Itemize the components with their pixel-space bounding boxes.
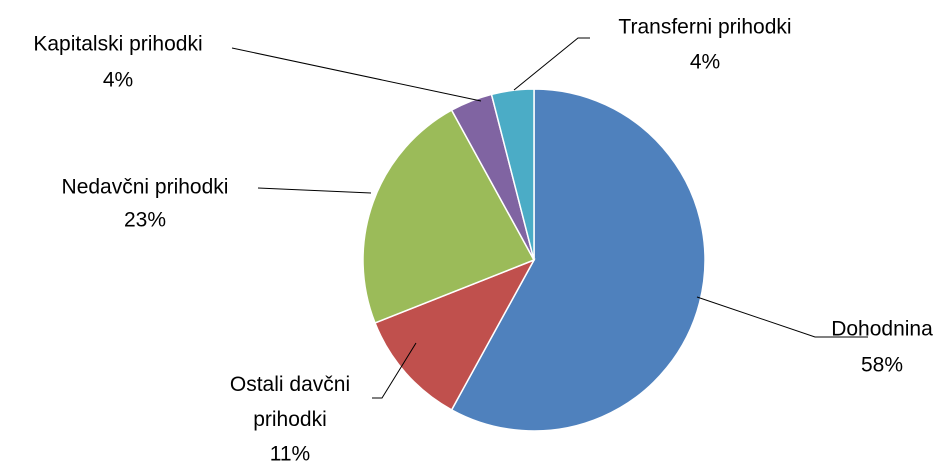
value-label: 23% xyxy=(124,209,166,232)
category-label: Dohodnina xyxy=(831,318,933,341)
leader-line xyxy=(372,342,417,399)
leader-line xyxy=(231,47,482,102)
category-label: Ostali davčni prihodki xyxy=(230,373,350,431)
leader-line xyxy=(257,187,372,194)
pie-slice xyxy=(362,109,536,324)
category-label: Nedavčni prihodki xyxy=(62,176,229,199)
label-line: Ostali davčni xyxy=(230,373,350,396)
pie-slice xyxy=(490,88,535,261)
value-label: 11% xyxy=(270,443,310,464)
leader-line xyxy=(696,296,868,338)
leader-line xyxy=(513,37,590,91)
category-label: Transferni prihodki xyxy=(618,16,791,39)
value-label: 58% xyxy=(861,354,903,377)
category-label: Kapitalski prihodki xyxy=(33,33,202,56)
pie-slice xyxy=(450,88,706,432)
value-label: 4% xyxy=(103,69,133,92)
label-line: prihodki xyxy=(253,408,327,431)
value-label: 4% xyxy=(690,51,720,74)
pie-slice xyxy=(374,258,536,411)
